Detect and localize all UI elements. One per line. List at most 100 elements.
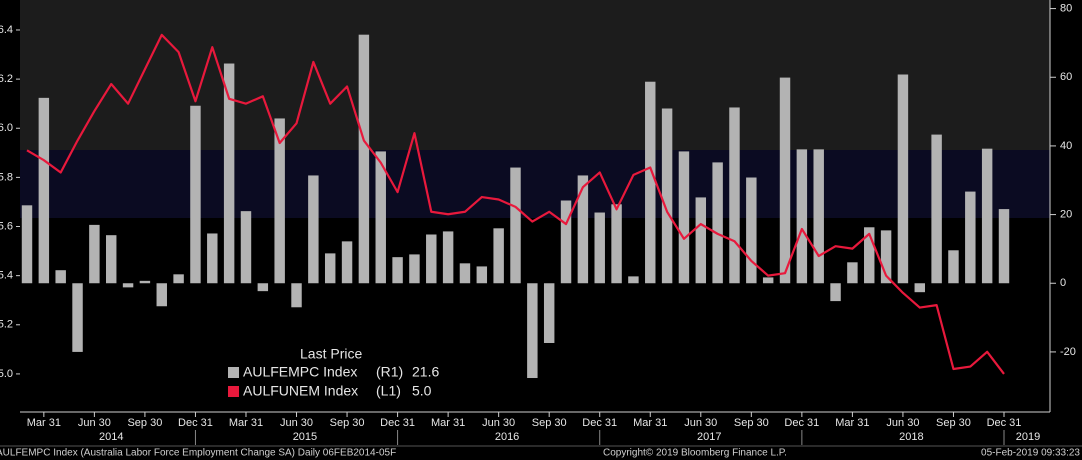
y-tick-label: 5.4 (0, 270, 13, 282)
bar (577, 175, 589, 284)
bar (712, 162, 723, 284)
bar (948, 250, 959, 284)
year-label: 2015 (293, 431, 317, 443)
legend-name: AULFEMPC Index (243, 364, 357, 380)
bar (527, 283, 538, 379)
bar (106, 235, 117, 284)
bar (746, 177, 757, 284)
footer-center: Copyright© 2019 Bloomberg Finance L.P. (603, 448, 787, 459)
bar (931, 134, 942, 284)
x-tick-label: Sep 30 (734, 417, 769, 429)
marks (21, 33, 1010, 379)
bar (830, 283, 841, 302)
y-tick-label: 5.0 (0, 368, 13, 380)
x-tick-label: Sep 30 (936, 417, 971, 429)
x-tick-label: Mar 31 (431, 417, 465, 429)
bar (324, 253, 336, 284)
bar (645, 81, 656, 284)
year-label: 2014 (99, 431, 123, 443)
bar (409, 254, 420, 284)
y-tick-label: 5.8 (0, 171, 13, 183)
year-label: 2018 (899, 431, 923, 443)
bar (880, 230, 892, 284)
bar (493, 228, 504, 284)
y2-tick-label: 40 (1060, 140, 1072, 152)
bar (21, 205, 33, 284)
bar (661, 108, 673, 284)
y-tick-label: 6.0 (0, 122, 13, 134)
bar (981, 148, 993, 284)
x-tick-label: Jun 30 (684, 417, 717, 429)
bar (678, 151, 690, 284)
bar (240, 211, 252, 284)
bar (72, 283, 83, 352)
x-tick-label: Dec 31 (178, 417, 213, 429)
bar (274, 118, 285, 284)
y2-tick-label: 80 (1060, 2, 1072, 14)
legend-axis: (L1) (376, 383, 401, 399)
x-tick-label: Dec 31 (380, 417, 415, 429)
y-tick-label: 6.4 (0, 24, 13, 36)
bar (510, 167, 521, 284)
x-tick-label: Dec 31 (784, 417, 819, 429)
bar (796, 149, 808, 284)
y2-tick-label: 20 (1060, 208, 1072, 220)
x-tick-label: Dec 31 (582, 417, 617, 429)
bar (560, 200, 572, 284)
x-tick-label: Mar 31 (27, 417, 61, 429)
footer-left: AULFEMPC Index (Australia Labor Force Em… (0, 448, 396, 459)
bar (762, 277, 774, 284)
bar (914, 283, 925, 293)
bar (89, 224, 100, 284)
y2-tick-label: 60 (1060, 71, 1072, 83)
bar (55, 270, 66, 284)
x-tick-label: Jun 30 (886, 417, 919, 429)
bar (38, 97, 50, 284)
x-tick-label: Dec 31 (987, 417, 1022, 429)
bar (207, 233, 218, 284)
bar (308, 175, 319, 284)
bar (459, 263, 471, 284)
bar (779, 77, 791, 284)
bar (358, 34, 370, 284)
legend-last: 21.6 (412, 364, 439, 380)
y-tick-label: 6.2 (0, 73, 13, 85)
y-tick-label: 5.2 (0, 319, 13, 331)
bar (864, 227, 875, 284)
legend-title: Last Price (300, 346, 362, 362)
x-tick-label: Sep 30 (532, 417, 567, 429)
legend-swatch (228, 386, 239, 397)
bar (611, 204, 622, 284)
year-label: 2017 (697, 431, 721, 443)
bar (392, 257, 403, 284)
year-label: 2016 (495, 431, 519, 443)
bar (190, 105, 201, 284)
bar (223, 63, 235, 284)
x-tick-label: Sep 30 (127, 417, 162, 429)
bar (156, 283, 167, 307)
bar (847, 262, 858, 284)
bar (998, 209, 1010, 284)
bar (897, 74, 909, 284)
footer-right: 05-Feb-2019 09:33:23 (981, 448, 1080, 459)
y2-tick-label: 0 (1060, 277, 1066, 289)
bar (476, 266, 488, 284)
bar (173, 274, 184, 284)
legend-last: 5.0 (412, 383, 432, 399)
bar (543, 283, 555, 343)
bar (628, 276, 639, 284)
bar (442, 231, 454, 284)
band-mid (20, 150, 1050, 218)
y2-tick-label: -20 (1060, 346, 1076, 358)
bar (122, 283, 134, 288)
bar (729, 107, 740, 284)
bar (813, 149, 824, 284)
x-tick-label: Jun 30 (280, 417, 313, 429)
bar (965, 191, 976, 284)
band-top (20, 0, 1050, 150)
bar (375, 151, 386, 284)
legend-name: AULFUNEM Index (243, 383, 358, 399)
x-tick-label: Mar 31 (835, 417, 869, 429)
bar (139, 280, 151, 284)
x-tick-label: Sep 30 (330, 417, 365, 429)
